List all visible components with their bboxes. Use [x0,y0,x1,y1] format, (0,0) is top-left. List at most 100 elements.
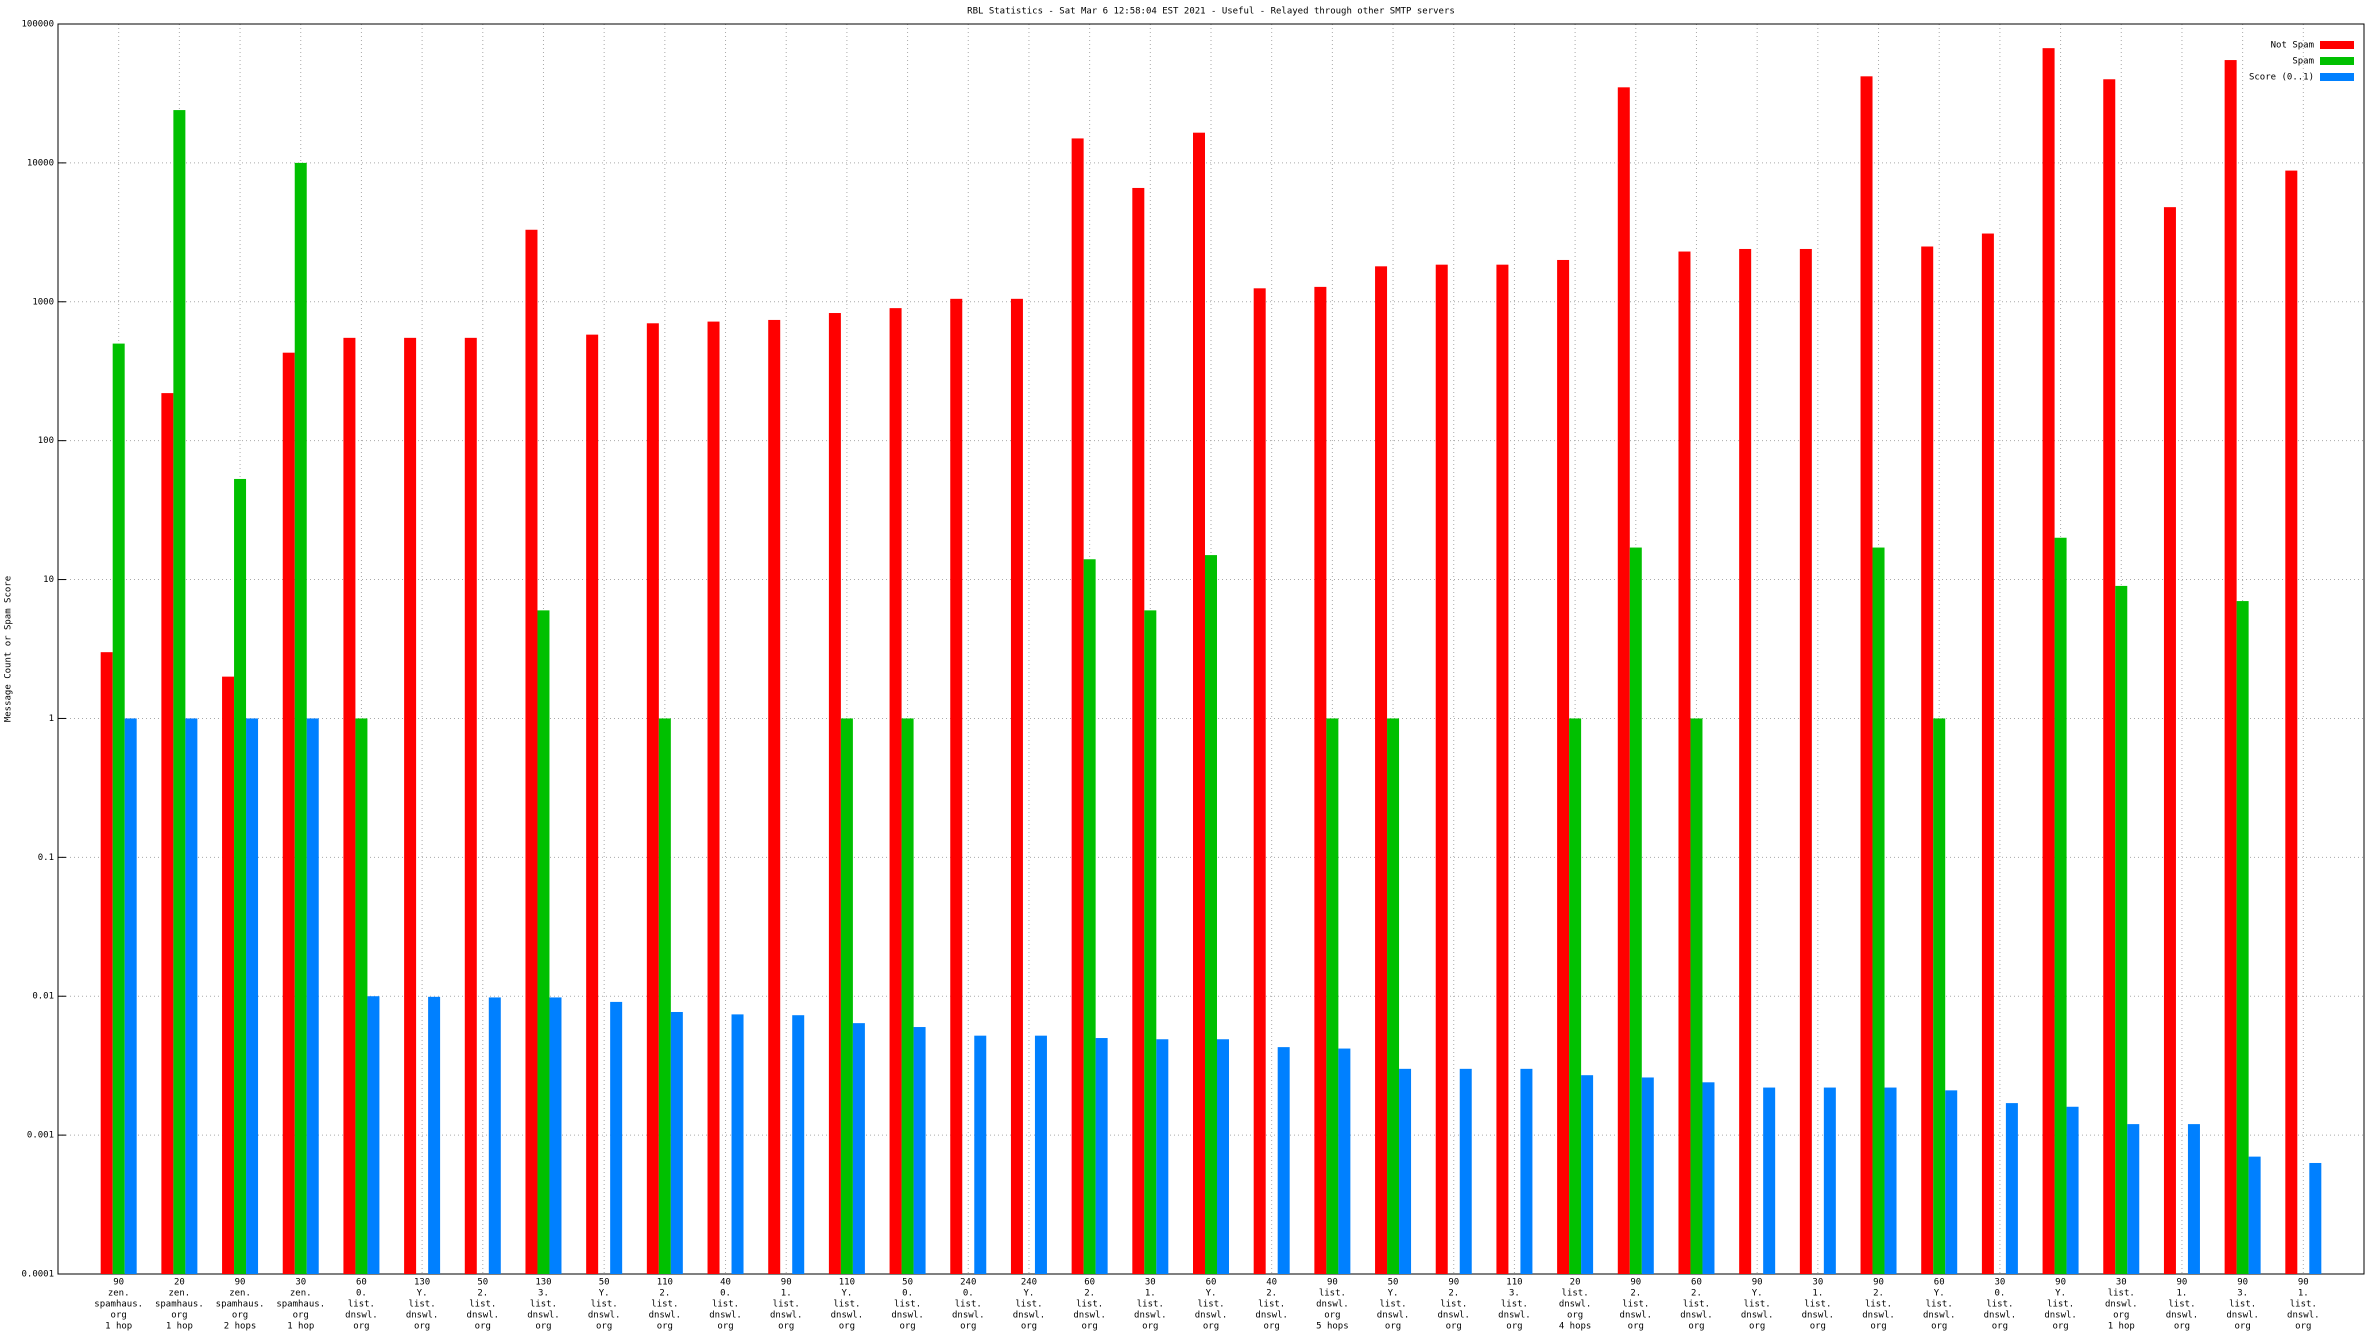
x-tick-label: Y. [1388,1289,1399,1299]
bar [1399,1068,1412,1274]
bar [731,1014,744,1274]
bar [306,718,319,1274]
bar [2236,601,2249,1274]
x-tick-label: list. [773,1300,800,1310]
x-tick-label: 110 [657,1278,673,1288]
x-tick-label: Y. [1024,1289,1035,1299]
bar [852,1023,865,1274]
x-tick-label: 1 hop [166,1322,193,1332]
x-tick-label: Y. [599,1289,610,1299]
x-tick-label: org [960,1322,976,1332]
bar [1459,1068,1472,1274]
x-tick-label: 1. [2177,1289,2188,1299]
bar [1629,547,1642,1274]
x-tick-label: 50 [477,1278,488,1288]
x-tick-label: 40 [720,1278,731,1288]
x-tick-label: dnswl. [709,1311,742,1321]
bar [913,1027,926,1274]
x-tick-label: list. [348,1300,375,1310]
x-tick-label: org [778,1322,794,1332]
bar [1702,1082,1715,1274]
x-tick-label: dnswl. [1620,1311,1653,1321]
x-tick-label: list. [1622,1300,1649,1310]
bar [2054,537,2067,1274]
bar [112,343,125,1274]
bar [828,313,841,1274]
x-tick-label: 30 [1994,1278,2005,1288]
bar [889,308,902,1274]
y-tick-label: 0.001 [27,1131,54,1141]
x-tick-label: zen. [169,1289,191,1299]
x-tick-label: dnswl. [1741,1311,1774,1321]
x-tick-label: 20 [1570,1278,1581,1288]
x-tick-label: 2. [1084,1289,1095,1299]
x-tick-label: list. [833,1300,860,1310]
bar [2187,1124,2200,1274]
x-tick-label: Y. [2055,1289,2066,1299]
x-tick-label: dnswl. [406,1311,439,1321]
x-tick-label: list. [1076,1300,1103,1310]
x-tick-label: 90 [1327,1278,1338,1288]
bar [2042,48,2055,1275]
x-tick-label: 2. [1691,1289,1702,1299]
y-tick-label: 10000 [27,158,54,168]
x-tick-label: list. [712,1300,739,1310]
x-tick-label: list. [894,1300,921,1310]
bar [173,110,186,1274]
x-tick-label: org [2113,1311,2129,1321]
x-tick-label: 130 [414,1278,430,1288]
x-tick-label: org [1385,1322,1401,1332]
x-tick-label: dnswl. [1013,1311,1046,1321]
x-tick-label: org [1324,1311,1340,1321]
x-tick-label: org [2052,1322,2068,1332]
bar [2103,79,2116,1275]
x-tick-label: dnswl. [1134,1311,1167,1321]
x-tick-label: list. [955,1300,982,1310]
x-tick-label: 110 [1506,1278,1522,1288]
x-tick-label: list. [1562,1289,1589,1299]
x-tick-label: org [414,1322,430,1332]
x-tick-label: list. [1319,1289,1346,1299]
x-tick-label: 30 [1812,1278,1823,1288]
x-tick-label: dnswl. [345,1311,378,1321]
x-tick-label: org [1628,1322,1644,1332]
x-tick-label: org [2234,1322,2250,1332]
x-tick-label: dnswl. [2044,1311,2077,1321]
x-tick-label: spamhaus. [155,1300,204,1310]
x-tick-label: Y. [1934,1289,1945,1299]
bar [2285,170,2298,1275]
x-tick-label: 90 [2237,1278,2248,1288]
x-tick-label: org [2174,1322,2190,1332]
x-tick-label: list. [1986,1300,2013,1310]
x-tick-label: Y. [1752,1289,1763,1299]
bar [950,298,963,1274]
x-tick-label: org [839,1322,855,1332]
x-tick-label: 90 [1630,1278,1641,1288]
bar [1860,76,1873,1274]
y-tick-label: 0.0001 [21,1270,54,1280]
x-tick-label: org [1506,1322,1522,1332]
x-tick-label: list. [1197,1300,1224,1310]
bar [1678,251,1691,1275]
bar [222,676,235,1274]
bar [1496,264,1509,1274]
x-tick-label: org [1021,1322,1037,1332]
x-tick-label: list. [2047,1300,2074,1310]
x-tick-label: list. [1440,1300,1467,1310]
x-tick-label: dnswl. [770,1311,803,1321]
x-tick-label: 3. [2237,1289,2248,1299]
x-tick-label: dnswl. [1377,1311,1410,1321]
x-tick-label: 50 [902,1278,913,1288]
x-tick-label: dnswl. [649,1311,682,1321]
bar [2309,1162,2322,1274]
bar [1884,1087,1897,1274]
bar [1763,1087,1776,1274]
bar [1823,1087,1836,1274]
x-tick-label: 60 [1934,1278,1945,1288]
x-tick-label: list. [1744,1300,1771,1310]
x-tick-label: org [1203,1322,1219,1332]
x-tick-label: list. [1380,1300,1407,1310]
x-tick-label: org [171,1311,187,1321]
bar [974,1035,987,1274]
